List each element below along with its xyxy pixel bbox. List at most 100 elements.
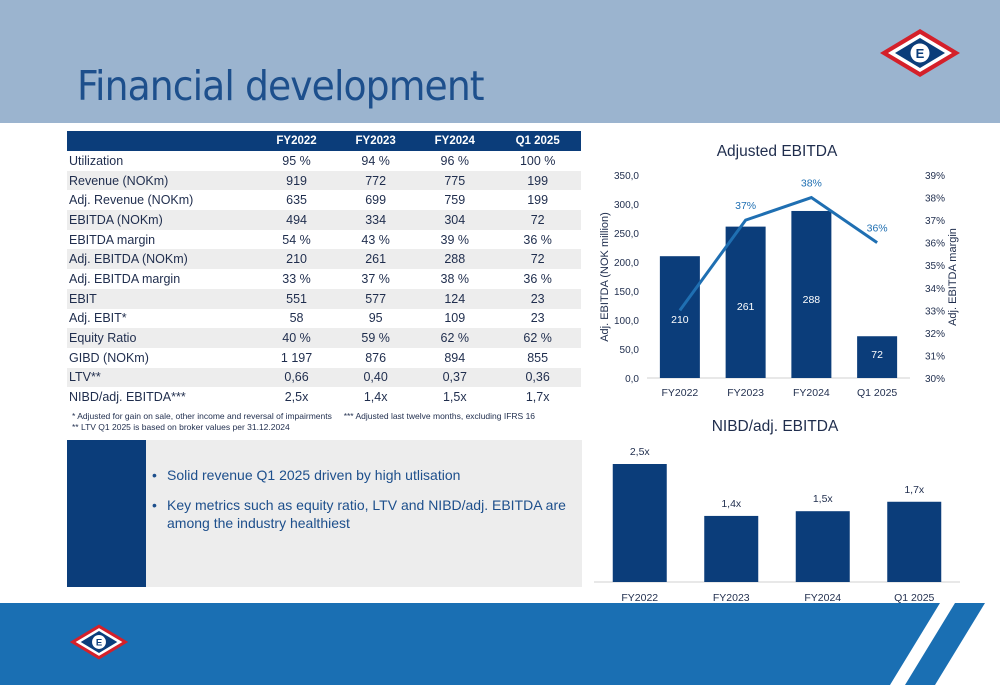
table-cell: 23: [530, 311, 545, 326]
table-cell: 124: [415, 288, 495, 309]
bar: [887, 501, 942, 582]
table-row: GIBD (NOKm) 1 197 876 894 855: [67, 348, 581, 368]
table-cell: 95 %: [282, 153, 311, 168]
table-row: EBITDA (NOKm) 494 334 304 72: [67, 210, 581, 230]
table-cell: 0,37: [415, 367, 495, 388]
y-tick-label: 50,0: [620, 345, 640, 356]
table-cell: 199: [494, 170, 581, 191]
table-cell: 919: [257, 170, 337, 191]
data-label: 1,4x: [721, 498, 742, 510]
table-cell: 36 %: [523, 271, 552, 286]
x-tick-label: Q1 2025: [857, 387, 897, 399]
y2-tick-label: 32%: [925, 329, 945, 340]
row-label: EBITDA (NOKm): [67, 210, 257, 230]
x-tick-label: FY2024: [804, 592, 841, 604]
y2-tick-label: 33%: [925, 306, 945, 317]
table-cell: 855: [527, 350, 549, 365]
table-cell: 38 %: [440, 271, 470, 286]
table-cell: 1,5x: [442, 390, 467, 405]
company-logo-icon: E: [69, 624, 129, 660]
bar: [704, 515, 759, 582]
svg-text:E: E: [916, 46, 925, 61]
y2-tick-label: 35%: [925, 261, 945, 272]
row-label: Adj. EBIT*: [69, 311, 127, 326]
table-cell: 62 %: [494, 328, 581, 348]
row-label: Utilization: [69, 153, 124, 168]
table-cell: 894: [444, 350, 466, 365]
table-row: Adj. EBIT* 58 95 109 23: [67, 309, 581, 329]
column-header: FY2022: [257, 131, 337, 151]
data-label: 1,5x: [813, 493, 834, 505]
table-cell: 772: [336, 170, 416, 191]
data-label: 1,7x: [904, 484, 925, 496]
table-cell: 1,4x: [363, 390, 388, 405]
table-cell: 261: [336, 249, 416, 270]
row-label: Equity Ratio: [67, 328, 257, 348]
table-cell: 0,40: [336, 367, 416, 388]
data-label: 210: [671, 314, 689, 326]
row-label: LTV**: [67, 367, 257, 388]
table-row: Utilization 95 % 94 % 96 % 100 %: [67, 151, 581, 171]
table-cell: 577: [336, 288, 416, 309]
table-cell: 551: [257, 288, 337, 309]
x-tick-label: Q1 2025: [894, 592, 934, 604]
row-label: Adj. EBITDA (NOKm): [67, 249, 257, 270]
table-cell: 58: [289, 311, 304, 326]
row-label: NIBD/adj. EBITDA***: [69, 390, 186, 405]
nibd-ebitda-chart: NIBD/adj. EBITDA 2,5x FY2022 1,4x FY2023 1,5…: [594, 418, 960, 604]
adjusted-ebitda-chart: Adjusted EBITDA Adj. EBITDA (NOK million…: [599, 143, 959, 399]
y-tick-label: 0,0: [625, 374, 639, 385]
column-header: Q1 2025: [494, 131, 581, 151]
row-label: EBITDA margin: [69, 232, 156, 247]
row-label: EBIT: [67, 288, 257, 309]
table-cell: 288: [415, 249, 495, 270]
bar: [612, 464, 667, 582]
table-row: LTV** 0,66 0,40 0,37 0,36: [67, 367, 581, 388]
bullet-panel-accent: [67, 440, 146, 587]
footnote-adjusted: * Adjusted for gain on sale, other incom…: [72, 411, 332, 421]
table-cell: 43 %: [361, 232, 390, 247]
table-cell: 1,7x: [525, 390, 550, 405]
y2-axis-label: Adj. EBITDA margin: [947, 228, 959, 326]
x-tick-label: FY2022: [621, 592, 658, 604]
y2-tick-label: 39%: [925, 171, 945, 182]
table-row: EBITDA margin 54 % 43 % 39 % 36 %: [67, 230, 581, 250]
table-cell: 1 197: [280, 350, 313, 365]
header-band: [0, 0, 1000, 123]
table-body: Utilization 95 % 94 % 96 % 100 % Revenue (NOK…: [67, 151, 581, 407]
column-header: FY2023: [336, 131, 416, 151]
table-cell: 96 %: [440, 153, 470, 168]
line-label: 37%: [735, 200, 756, 212]
bar: [791, 210, 832, 378]
footnote-2: ** LTV Q1 2025 is based on broker values…: [72, 422, 290, 432]
table-row: Revenue (NOKm) 919 772 775 199: [67, 170, 581, 191]
x-tick-label: FY2023: [727, 387, 764, 399]
y2-tick-label: 30%: [925, 374, 945, 385]
row-label: Revenue (NOKm): [67, 170, 257, 191]
y2-tick-label: 37%: [925, 216, 945, 227]
table-cell: 33 %: [282, 271, 311, 286]
table-row: EBIT 551 577 124 23: [67, 288, 581, 309]
y2-tick-label: 38%: [925, 194, 945, 205]
margin-line: [678, 195, 878, 312]
table-cell: 40 %: [257, 328, 337, 348]
y-tick-label: 300,0: [614, 200, 639, 211]
table-row: Adj. Revenue (NOKm) 635 699 759 199: [67, 190, 581, 210]
chart-title: NIBD/adj. EBITDA: [712, 418, 839, 435]
company-logo-icon: E: [880, 29, 960, 77]
table-cell: 199: [527, 193, 549, 208]
x-tick-label: FY2024: [793, 387, 830, 399]
footnote-1: * Adjusted for gain on sale, other incom…: [72, 411, 535, 421]
row-label: Adj. Revenue (NOKm): [69, 193, 194, 208]
table-cell: 72: [494, 249, 581, 270]
table-cell: 635: [286, 193, 307, 208]
table-cell: 23: [494, 288, 581, 309]
table-cell: 39 %: [440, 232, 470, 247]
line-label: 36%: [867, 223, 888, 235]
table-cell: 876: [365, 350, 387, 365]
y-tick-label: 350,0: [614, 171, 639, 182]
table-cell: 775: [415, 170, 495, 191]
column-header: FY2024: [415, 131, 495, 151]
bullet-item: Solid revenue Q1 2025 driven by high utl…: [152, 466, 572, 484]
table-cell: 210: [257, 249, 337, 270]
